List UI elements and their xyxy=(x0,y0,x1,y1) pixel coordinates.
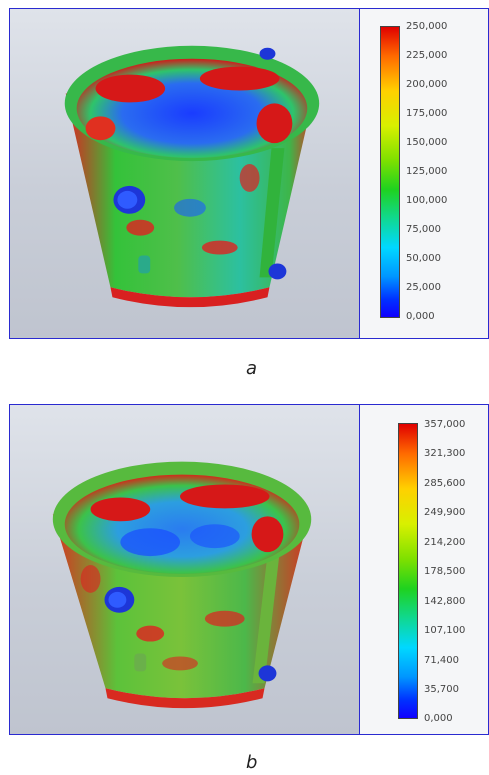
panel-caption-a: a xyxy=(246,358,258,379)
legend-tick: 107,100 xyxy=(424,625,466,636)
bucket-model-b xyxy=(52,461,312,709)
legend-tick: 71,400 xyxy=(424,655,459,666)
colorbar-a xyxy=(380,26,400,318)
legend-tick: 0,000 xyxy=(424,713,453,724)
colorbar-b xyxy=(398,423,418,719)
legend-tick: 142,800 xyxy=(424,596,466,607)
panel-caption-b: b xyxy=(246,752,258,773)
bucket-model-a xyxy=(64,45,320,308)
legend-tick: 225,000 xyxy=(406,50,448,61)
stress-render-a xyxy=(10,9,360,338)
legend-tick: 321,300 xyxy=(424,448,466,459)
legend-tick: 100,000 xyxy=(406,195,448,206)
color-legend-b: 357,000 321,300 285,600 249,900 214,200 … xyxy=(360,405,488,734)
legend-tick: 150,000 xyxy=(406,137,448,148)
figure-panel-b: 357,000 321,300 285,600 249,900 214,200 … xyxy=(9,404,489,735)
legend-tick: 50,000 xyxy=(406,253,441,264)
legend-tick: 285,600 xyxy=(424,478,466,489)
legend-tick: 200,000 xyxy=(406,79,448,90)
color-legend-a: 250,000 225,000 200,000 175,000 150,000 … xyxy=(360,9,488,338)
figure-panel-a: 250,000 225,000 200,000 175,000 150,000 … xyxy=(9,8,489,339)
legend-tick: 25,000 xyxy=(406,282,441,293)
legend-tick: 35,700 xyxy=(424,684,459,695)
legend-tick: 178,500 xyxy=(424,566,466,577)
legend-tick: 250,000 xyxy=(406,21,448,32)
legend-tick: 0,000 xyxy=(406,311,435,322)
legend-tick: 175,000 xyxy=(406,108,448,119)
legend-tick: 249,900 xyxy=(424,507,466,518)
legend-tick: 357,000 xyxy=(424,419,466,430)
stress-render-b xyxy=(10,405,360,734)
legend-tick: 75,000 xyxy=(406,224,441,235)
legend-tick: 214,200 xyxy=(424,537,466,548)
legend-tick: 125,000 xyxy=(406,166,448,177)
